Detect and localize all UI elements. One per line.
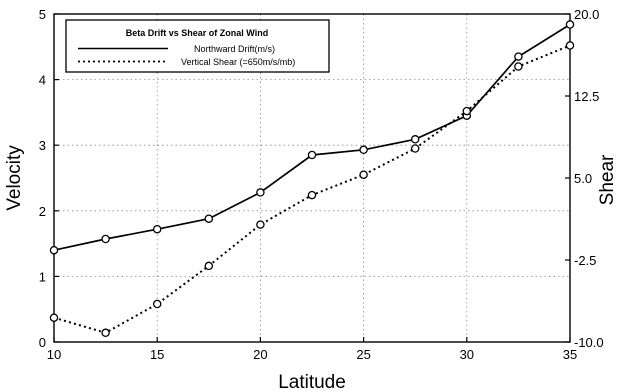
data-point [410, 135, 420, 144]
legend-box [65, 19, 330, 73]
y-tick-label: 0 [39, 335, 46, 350]
legend-label-vertical-shear: Vertical Shear (=650m/s/mb) [181, 57, 295, 67]
series-line-vertical-shear [53, 44, 571, 334]
y2-tick-label: 5.0 [574, 171, 592, 186]
data-point [410, 144, 420, 153]
x-tick-label: 25 [356, 347, 370, 362]
legend-label-northward-drift: Northward Drift(m/s) [194, 44, 275, 54]
data-point [307, 150, 317, 160]
data-point [359, 145, 368, 155]
y2-tick-label: 12.5 [574, 89, 599, 104]
x-tick-label: 35 [563, 347, 577, 362]
tick-labels: 10 15 20 25 30 35 0 1 2 3 4 5 20.0 12.5 5.0 -2.5 -10.0 [39, 7, 604, 362]
x-tick-label: 20 [253, 347, 267, 362]
data-point [565, 41, 575, 50]
data-point [101, 234, 110, 244]
y-tick-label: 1 [39, 269, 46, 284]
y2-axis-title: Shear [597, 154, 618, 205]
data-point [152, 299, 162, 309]
legend: Beta Drift vs Shear of Zonal Wind Northw… [65, 19, 330, 73]
y2-tick-label: -10.0 [574, 335, 604, 350]
y2-tick-label: -2.5 [574, 253, 596, 268]
data-point [565, 20, 575, 29]
x-tick-label: 15 [150, 347, 164, 362]
y-axis-title: Velocity [4, 145, 25, 211]
data-point [152, 224, 162, 234]
y-tick-label: 3 [39, 138, 46, 153]
chart-title: Beta Drift vs Shear of Zonal Wind [126, 28, 268, 38]
data-point [101, 328, 110, 338]
x-tick-label: 30 [460, 347, 474, 362]
y-tick-label: 2 [39, 204, 46, 219]
data-point [514, 52, 523, 61]
data-point [204, 214, 214, 223]
data-point [359, 170, 368, 179]
data-point [307, 190, 317, 200]
x-tick-label: 10 [47, 347, 61, 362]
y2-tick-label: 20.0 [574, 7, 599, 22]
data-point [514, 62, 523, 71]
data-point [49, 313, 59, 322]
data-point [462, 106, 472, 116]
y-tick-label: 4 [39, 73, 46, 88]
data-point [49, 245, 59, 255]
data-point [204, 261, 214, 271]
data-point [256, 220, 265, 229]
x-axis-title: Latitude [278, 372, 346, 392]
data-point [256, 188, 265, 197]
y-tick-label: 5 [39, 7, 46, 22]
series-layer [49, 20, 575, 338]
